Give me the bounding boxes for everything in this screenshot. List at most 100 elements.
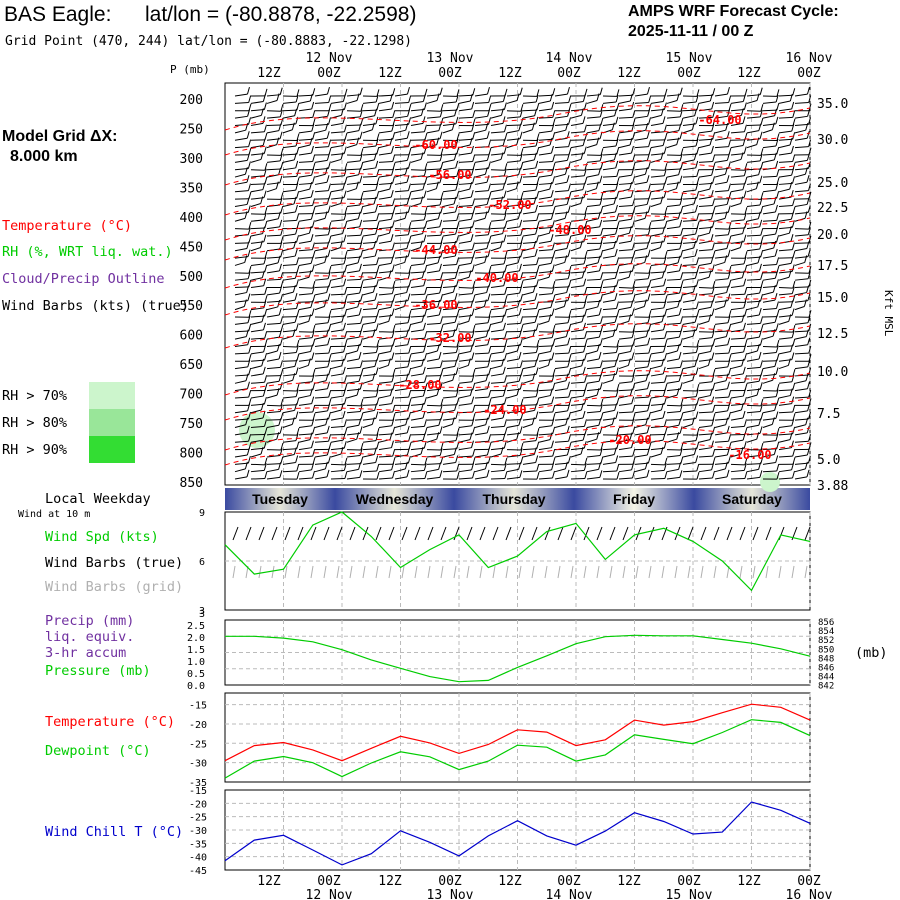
wind-barb-shaft bbox=[538, 94, 553, 97]
wind-barb-shaft bbox=[762, 321, 776, 325]
wind-barb-shaft bbox=[650, 403, 665, 406]
wind-barb-flag bbox=[311, 308, 315, 316]
wind-barb-shaft bbox=[410, 359, 425, 362]
surface-grid-barb bbox=[401, 565, 405, 579]
wind-barb-flag bbox=[247, 109, 251, 117]
wind-barb-shaft bbox=[234, 432, 248, 436]
wind-barb-shaft bbox=[698, 433, 713, 436]
wind-barb-flag bbox=[789, 137, 793, 146]
wind-barb-shaft bbox=[458, 389, 473, 392]
wind-barb-shaft bbox=[682, 440, 697, 443]
wind-barb-flag bbox=[662, 410, 666, 419]
wind-barb-shaft bbox=[426, 188, 437, 193]
wind-barb-flag bbox=[502, 366, 506, 375]
wind-barb-flag bbox=[727, 227, 731, 235]
wind-barb-shaft bbox=[490, 453, 502, 458]
wind-barb-shaft bbox=[538, 395, 551, 399]
wind-barb-flag bbox=[774, 271, 778, 279]
wind-barb-flag bbox=[806, 87, 810, 95]
wind-barb-shaft bbox=[266, 404, 281, 407]
wind-barb-flag bbox=[645, 123, 649, 131]
wind-barb-flag bbox=[375, 138, 379, 147]
wind-barb-shaft bbox=[778, 337, 793, 340]
wind-barb-shaft bbox=[650, 109, 665, 112]
wind-barb-shaft bbox=[314, 217, 326, 222]
wind-barb-shaft bbox=[554, 286, 569, 289]
wind-barb-flag bbox=[355, 181, 359, 189]
wind-barb-flag bbox=[294, 204, 298, 213]
wind-barb-shaft bbox=[394, 93, 408, 97]
wind-barb-shaft bbox=[234, 454, 248, 458]
wind-barb-flag bbox=[408, 266, 412, 274]
wind-barb-shaft bbox=[314, 454, 328, 458]
wind-barb-flag bbox=[647, 337, 651, 345]
wind-barb-flag bbox=[614, 292, 618, 301]
wind-barb-flag bbox=[471, 396, 475, 404]
wind-barb-flag bbox=[263, 234, 267, 242]
wind-barb-flag bbox=[759, 131, 763, 139]
wind-barb-shaft bbox=[362, 335, 374, 340]
wind-barb-flag bbox=[632, 369, 636, 377]
wind-barb-shaft bbox=[778, 425, 792, 428]
wind-barb-shaft bbox=[506, 100, 518, 104]
bottom-hour-label: 00Z bbox=[677, 874, 701, 889]
wind-barb-flag bbox=[632, 88, 636, 96]
wind-barb-shaft bbox=[474, 102, 489, 104]
wind-barb-shaft bbox=[234, 352, 249, 355]
wind-barb-flag bbox=[582, 182, 586, 190]
wind-barb-shaft bbox=[346, 226, 360, 230]
wind-barb-shaft bbox=[602, 321, 616, 325]
wind-barb-flag bbox=[568, 390, 572, 398]
wind-barb-flag bbox=[774, 204, 778, 213]
wind-barb-flag bbox=[456, 191, 460, 199]
wind-barb-flag bbox=[551, 220, 555, 228]
wind-barb-shaft bbox=[714, 388, 728, 392]
wind-barb-flag bbox=[499, 240, 503, 248]
wind-barb-flag bbox=[295, 455, 299, 463]
wind-barb-shaft bbox=[330, 417, 344, 421]
wind-barb-shaft bbox=[634, 212, 649, 215]
wind-barb-flag bbox=[582, 432, 586, 441]
wind-barb-flag bbox=[756, 93, 760, 101]
wind-barb-shaft bbox=[602, 285, 617, 289]
wind-barb-shaft bbox=[586, 455, 601, 458]
wind-barb-shaft bbox=[330, 337, 345, 340]
precip-y-tick: 3 bbox=[199, 609, 205, 620]
wind-barb-flag bbox=[340, 108, 344, 116]
wind-barb-shaft bbox=[538, 381, 553, 384]
wind-barb-flag bbox=[583, 300, 587, 309]
wind-barb-flag bbox=[248, 95, 252, 103]
wind-barb-flag bbox=[275, 181, 279, 189]
wind-barb-shaft bbox=[570, 365, 582, 370]
wind-barb-shaft bbox=[266, 380, 280, 384]
wind-barb-shaft bbox=[458, 188, 470, 193]
wind-barb-flag bbox=[630, 189, 634, 198]
wind-barb-flag bbox=[504, 457, 508, 465]
wind-barb-flag bbox=[342, 116, 346, 124]
wind-barb-flag bbox=[424, 287, 428, 295]
wind-barb-shaft bbox=[330, 321, 343, 325]
wind-barb-flag bbox=[726, 175, 730, 183]
wind-barb-flag bbox=[775, 433, 779, 441]
wind-barb-shaft bbox=[314, 286, 329, 289]
wind-barb-flag bbox=[534, 359, 538, 367]
wind-barb-shaft bbox=[570, 145, 584, 149]
wind-barb-shaft bbox=[362, 404, 377, 406]
wind-barb-flag bbox=[584, 251, 588, 259]
top-hour-label: 12Z bbox=[498, 66, 522, 81]
wind-barb-shaft bbox=[426, 306, 438, 311]
wind-barb-flag bbox=[535, 433, 539, 441]
cross-section bbox=[224, 87, 812, 579]
wind-barb-shaft bbox=[586, 366, 601, 370]
wind-barb-flag bbox=[807, 249, 811, 257]
wind-barb-flag bbox=[296, 89, 300, 97]
wind-barb-flag bbox=[790, 212, 794, 220]
wind-barb-flag bbox=[808, 411, 812, 420]
wind-barb-flag bbox=[676, 387, 680, 396]
wind-barb-shaft bbox=[426, 204, 441, 208]
wind-barb-shaft bbox=[794, 476, 808, 480]
wind-barb-flag bbox=[469, 388, 473, 396]
wind-barb-shaft bbox=[794, 424, 806, 428]
wind-barb-shaft bbox=[266, 344, 281, 347]
wind-barb-flag bbox=[408, 390, 412, 398]
